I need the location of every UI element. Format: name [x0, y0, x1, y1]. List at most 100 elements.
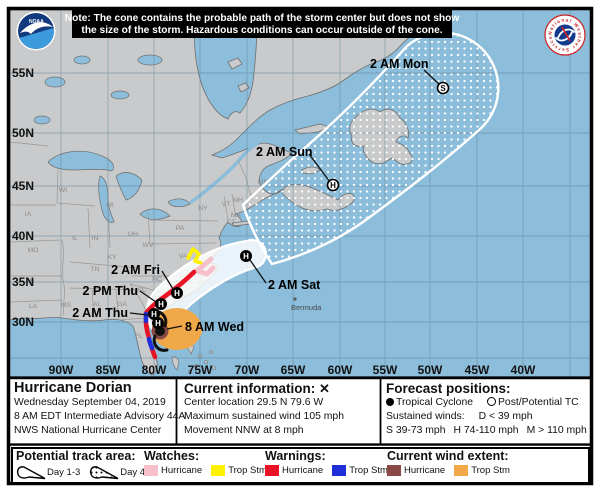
- state-label: FL: [135, 333, 143, 340]
- hurricane-watch-swatch: [144, 465, 158, 476]
- hurricane-extent-swatch: [387, 465, 401, 476]
- cone-day1-3-icon: [16, 466, 46, 480]
- advisory-id: 8 AM EDT Intermediate Advisory 44A: [14, 410, 186, 422]
- hurricane-extent-label: Hurricane: [404, 465, 446, 476]
- canada-lake: [137, 54, 163, 66]
- forecast-point-filled: [240, 250, 252, 262]
- ts-warning-swatch: [332, 465, 347, 476]
- forecast-point-letter: H: [174, 289, 180, 298]
- state-borders: [10, 141, 253, 321]
- noaa-logo-text: NOAA: [29, 19, 44, 25]
- state-label: MA: [231, 212, 242, 219]
- state-label: CT: [226, 219, 235, 226]
- lon-label: 80W: [142, 363, 167, 377]
- lon-label: 65W: [281, 363, 306, 377]
- state-label: GA: [117, 301, 127, 308]
- forecast-time-label: 8 AM Wed: [185, 320, 244, 334]
- forecast-point-filled: [152, 317, 164, 329]
- forecast-positions-panel: Forecast positions: Tropical Cyclone Post…: [386, 381, 588, 437]
- forecast-time-labels: 8 AM Wed 2 AM Thu 2 PM Thu 2 AM Fri 2 AM Sat…: [72, 57, 440, 334]
- state-label: MI: [106, 202, 114, 209]
- state-label: VA: [179, 253, 188, 260]
- current-info-panel: Current information: ✕ Center location 2…: [184, 381, 378, 437]
- wind-cat-d: D < 39 mph: [478, 410, 533, 422]
- post-tc-dot-icon: [487, 397, 496, 406]
- forecast-point-letter: H: [330, 181, 336, 190]
- hurricane-watch-label: Hurricane: [161, 465, 203, 476]
- st-lawrence-river: [188, 138, 263, 205]
- state-label: MO: [28, 247, 39, 254]
- state-label: ME: [258, 179, 269, 186]
- ts-watch-label: Trop Stm: [228, 465, 267, 476]
- forecast-point-open: [436, 81, 450, 95]
- center-location: Center location 29.5 N 79.6 W: [184, 397, 324, 408]
- hudson-bay-island: [227, 57, 243, 70]
- forecast-positions-title: Forecast positions:: [386, 381, 511, 396]
- hurricane-warning-swatch: [265, 465, 279, 476]
- lake-superior: [47, 150, 114, 172]
- state-label: SC: [137, 287, 147, 294]
- state-label: KY: [107, 254, 117, 261]
- lon-label: 75W: [188, 363, 213, 377]
- forecast-point-letter: H: [151, 310, 157, 319]
- lon-label: 40W: [511, 363, 536, 377]
- ts-warning-label: Trop Stm: [349, 465, 388, 476]
- label-leader-line: [139, 290, 157, 303]
- state-label: NH: [233, 197, 243, 204]
- state-label: TN: [90, 266, 99, 273]
- lat-label: 50N: [12, 126, 34, 140]
- lat-label: 30N: [12, 315, 34, 329]
- wind-cat-s: S 39-73 mph: [386, 424, 446, 436]
- lon-label: 90W: [49, 363, 74, 377]
- state-label: VT: [222, 201, 231, 208]
- current-info-title: Current information:: [184, 381, 316, 396]
- forecast-point-filled: [171, 287, 183, 299]
- state-label: NY: [198, 205, 208, 212]
- lon-label: 55W: [373, 363, 398, 377]
- label-leader-line: [423, 69, 440, 85]
- forecast-point-filled: [148, 308, 160, 320]
- label-leader-line: [161, 270, 174, 290]
- forecast-point-letter: H: [155, 319, 161, 328]
- advisory-date: Wednesday September 04, 2019: [14, 397, 166, 408]
- forecast-point-letter: H: [243, 252, 249, 261]
- forecast-time-label: 2 AM Sat: [268, 278, 321, 292]
- canada-lake: [33, 115, 51, 125]
- lat-label: 45N: [12, 179, 34, 193]
- ts-watch-swatch: [211, 465, 226, 476]
- longitude-labels: 90W 85W 80W 75W 70W 65W 60W 55W 50W 45W 40W: [49, 363, 536, 377]
- wind-cat-m: M > 110 mph: [526, 424, 587, 436]
- forecast-point-letter: S: [440, 84, 446, 93]
- forecast-point-letter: H: [158, 300, 164, 309]
- lake-ontario: [167, 198, 191, 208]
- lake-michigan: [98, 175, 115, 223]
- lon-label: 50W: [418, 363, 443, 377]
- lake-erie: [139, 208, 171, 220]
- forecast-time-label: 2 AM Thu: [72, 306, 128, 320]
- label-leader-line: [308, 153, 331, 183]
- wind-extent-title: Current wind extent:: [387, 449, 509, 463]
- canada-lake: [110, 90, 130, 100]
- note-line2: the size of the storm. Hazardous conditi…: [81, 25, 442, 36]
- canada-lake: [44, 76, 66, 88]
- max-sustained-wind: Maximum sustained wind 105 mph: [184, 410, 344, 422]
- ts-extent-label: Trop Stm: [471, 465, 510, 476]
- state-label: WI: [59, 187, 67, 194]
- issuing-office: NWS National Hurricane Center: [14, 424, 162, 436]
- legend-track-area: Potential track area: Day 1-3 Day 4-5: [16, 450, 163, 480]
- state-label: PA: [176, 225, 185, 232]
- forecast-time-label: 2 AM Fri: [111, 263, 160, 277]
- label-leader-line: [166, 325, 183, 330]
- lat-label: 40N: [12, 229, 34, 243]
- center-x-symbol: ✕: [319, 381, 330, 396]
- movement: Movement NNW at 8 mph: [184, 424, 304, 436]
- lon-label: 85W: [96, 363, 121, 377]
- post-tc-label: Post/Potential TC: [498, 397, 579, 408]
- hudson-bay-island2: [237, 82, 250, 93]
- lon-label: 45W: [465, 363, 490, 377]
- bermuda-label: Bermuda: [291, 303, 322, 312]
- cone-day4-5: [241, 31, 500, 266]
- legend: Potential track area: Day 1-3 Day 4-5 Wa…: [11, 447, 590, 484]
